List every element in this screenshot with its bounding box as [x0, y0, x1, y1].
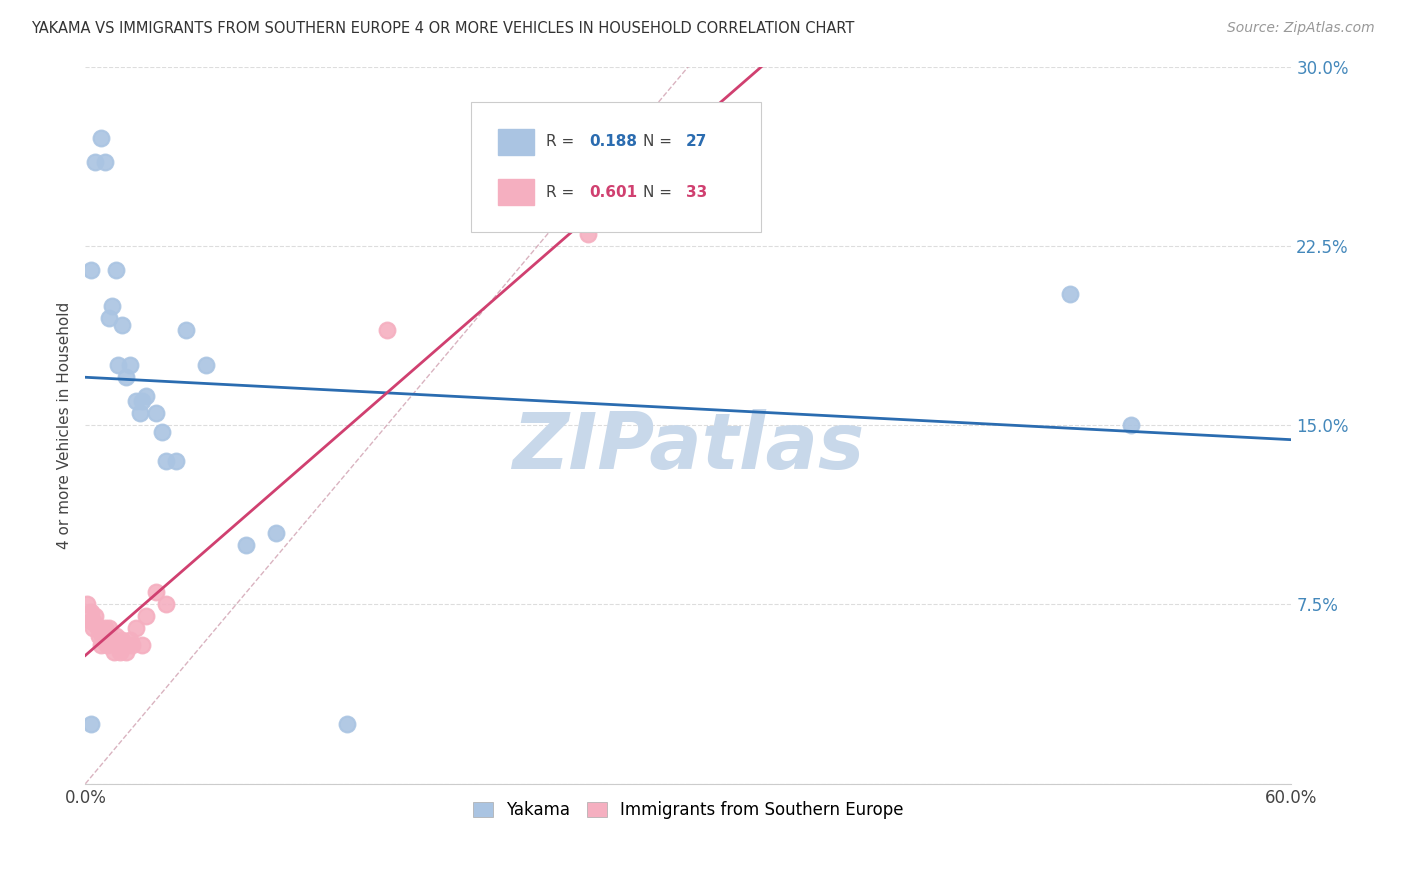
Point: [155, 598, 177, 612]
Point: [80, 262, 103, 277]
Point: [110, 633, 132, 648]
Point: [112, 638, 135, 652]
Point: [576, 227, 599, 241]
Point: [89, 628, 111, 642]
Point: [104, 628, 127, 642]
Text: 0.601: 0.601: [589, 185, 637, 200]
Point: [194, 359, 217, 373]
Text: ZIPatlas: ZIPatlas: [512, 409, 865, 484]
Point: [135, 609, 157, 624]
Point: [131, 394, 153, 409]
Point: [86, 619, 108, 633]
Point: [128, 406, 150, 420]
Text: Source: ZipAtlas.com: Source: ZipAtlas.com: [1227, 21, 1375, 36]
Point: [98, 310, 121, 325]
Text: R =: R =: [546, 135, 579, 149]
Point: [96, 638, 118, 652]
Text: 27: 27: [686, 135, 707, 149]
Point: [94, 621, 117, 635]
Point: [135, 389, 157, 403]
Point: [121, 638, 143, 652]
Point: [94, 633, 117, 648]
Point: [76, 598, 98, 612]
Point: [266, 525, 288, 540]
Point: [107, 359, 129, 373]
Point: [90, 638, 112, 652]
Point: [114, 370, 136, 384]
Point: [118, 633, 141, 648]
FancyBboxPatch shape: [498, 179, 534, 205]
Point: [98, 621, 121, 635]
Point: [80, 717, 103, 731]
Point: [131, 638, 153, 652]
Point: [375, 322, 398, 336]
Point: [94, 155, 117, 169]
Legend: Yakama, Immigrants from Southern Europe: Yakama, Immigrants from Southern Europe: [467, 794, 911, 826]
Point: [93, 633, 115, 648]
Point: [235, 538, 257, 552]
Point: [82, 614, 104, 628]
Point: [118, 359, 141, 373]
Text: N =: N =: [643, 185, 676, 200]
Point: [103, 645, 125, 659]
Point: [114, 645, 136, 659]
Point: [100, 633, 122, 648]
Point: [145, 406, 167, 420]
Point: [110, 318, 132, 332]
Y-axis label: 4 or more Vehicles in Household: 4 or more Vehicles in Household: [58, 301, 72, 549]
Point: [90, 131, 112, 145]
Point: [145, 585, 167, 599]
Point: [80, 605, 103, 619]
Point: [150, 425, 173, 440]
Point: [89, 621, 111, 635]
Point: [84, 609, 107, 624]
Text: YAKAMA VS IMMIGRANTS FROM SOUTHERN EUROPE 4 OR MORE VEHICLES IN HOUSEHOLD CORREL: YAKAMA VS IMMIGRANTS FROM SOUTHERN EUROP…: [31, 21, 855, 37]
Point: [82, 621, 104, 635]
Point: [108, 645, 131, 659]
Text: 33: 33: [686, 185, 707, 200]
Point: [104, 262, 127, 277]
Point: [165, 454, 187, 468]
Point: [124, 394, 146, 409]
Point: [155, 454, 177, 468]
Point: [1119, 418, 1142, 433]
Point: [107, 638, 129, 652]
Text: N =: N =: [643, 135, 676, 149]
Point: [336, 717, 359, 731]
FancyBboxPatch shape: [471, 103, 761, 232]
FancyBboxPatch shape: [498, 129, 534, 155]
Point: [124, 621, 146, 635]
Point: [174, 322, 197, 336]
Point: [80, 614, 103, 628]
Point: [84, 155, 107, 169]
Text: R =: R =: [546, 185, 579, 200]
Text: 0.188: 0.188: [589, 135, 637, 149]
Point: [100, 299, 122, 313]
Point: [1059, 286, 1081, 301]
Point: [90, 626, 112, 640]
